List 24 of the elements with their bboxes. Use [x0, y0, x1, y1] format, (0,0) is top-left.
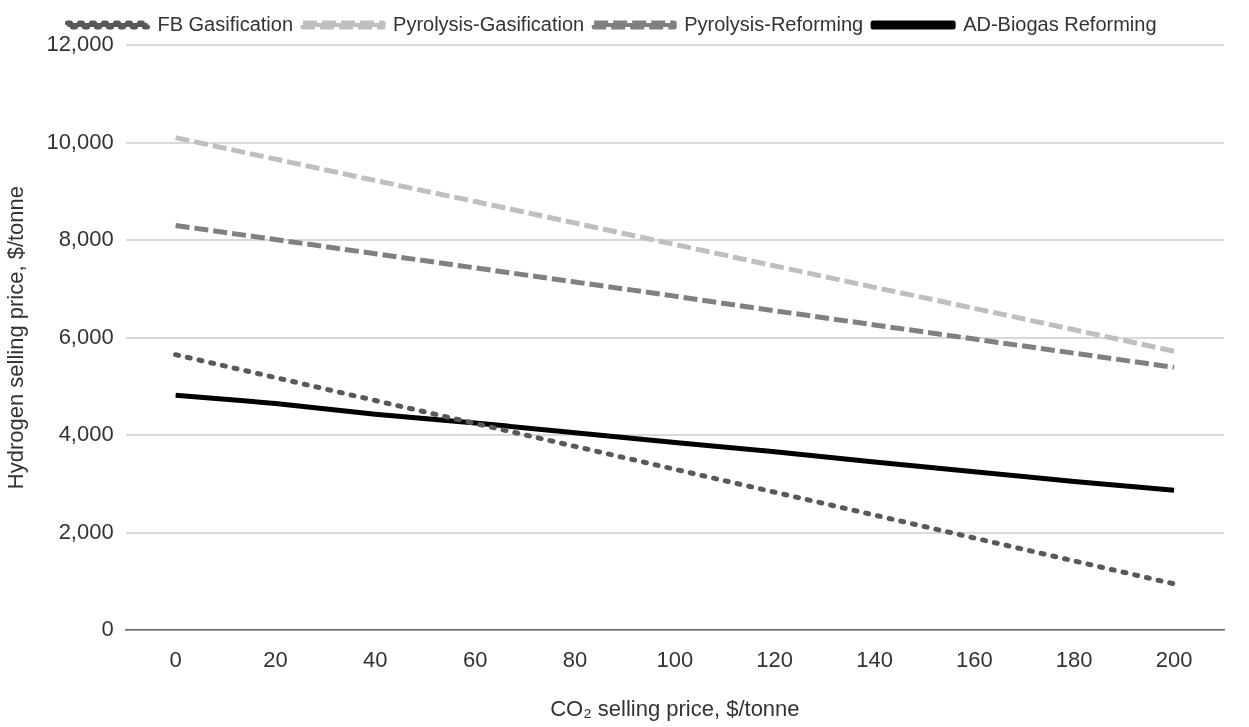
x-tick-label: 160	[956, 647, 993, 673]
y-tick-label: 4,000	[58, 421, 114, 447]
y-tick-label: 8,000	[58, 226, 114, 252]
x-tick-label: 100	[656, 647, 694, 673]
legend-label: Pyrolysis-Gasification	[393, 12, 585, 35]
legend-label: AD-Biogas Reforming	[963, 12, 1157, 35]
y-axis-title: Hydrogen selling price, $/tonne	[3, 185, 29, 490]
x-tick-label: 0	[169, 647, 182, 673]
x-tick-label: 40	[363, 647, 388, 673]
x-tick-label: 120	[756, 647, 794, 673]
x-tick-label: 180	[1055, 647, 1093, 673]
legend-label: FB Gasification	[157, 12, 294, 35]
y-tick-label: 12,000	[46, 31, 114, 57]
y-tick-label: 10,000	[46, 128, 114, 154]
x-axis-title: CO₂ selling price, $/tonne	[550, 695, 800, 721]
x-tick-label: 80	[562, 647, 588, 673]
y-tick-label: 6,000	[58, 323, 114, 349]
y-tick-label: 0	[101, 616, 114, 642]
x-tick-label: 20	[263, 647, 288, 673]
legend-label: Pyrolysis-Reforming	[684, 12, 864, 35]
x-tick-label: 140	[856, 647, 893, 673]
y-tick-label: 2,000	[58, 518, 114, 544]
x-tick-label: 200	[1155, 647, 1193, 673]
x-tick-label: 60	[462, 647, 488, 673]
